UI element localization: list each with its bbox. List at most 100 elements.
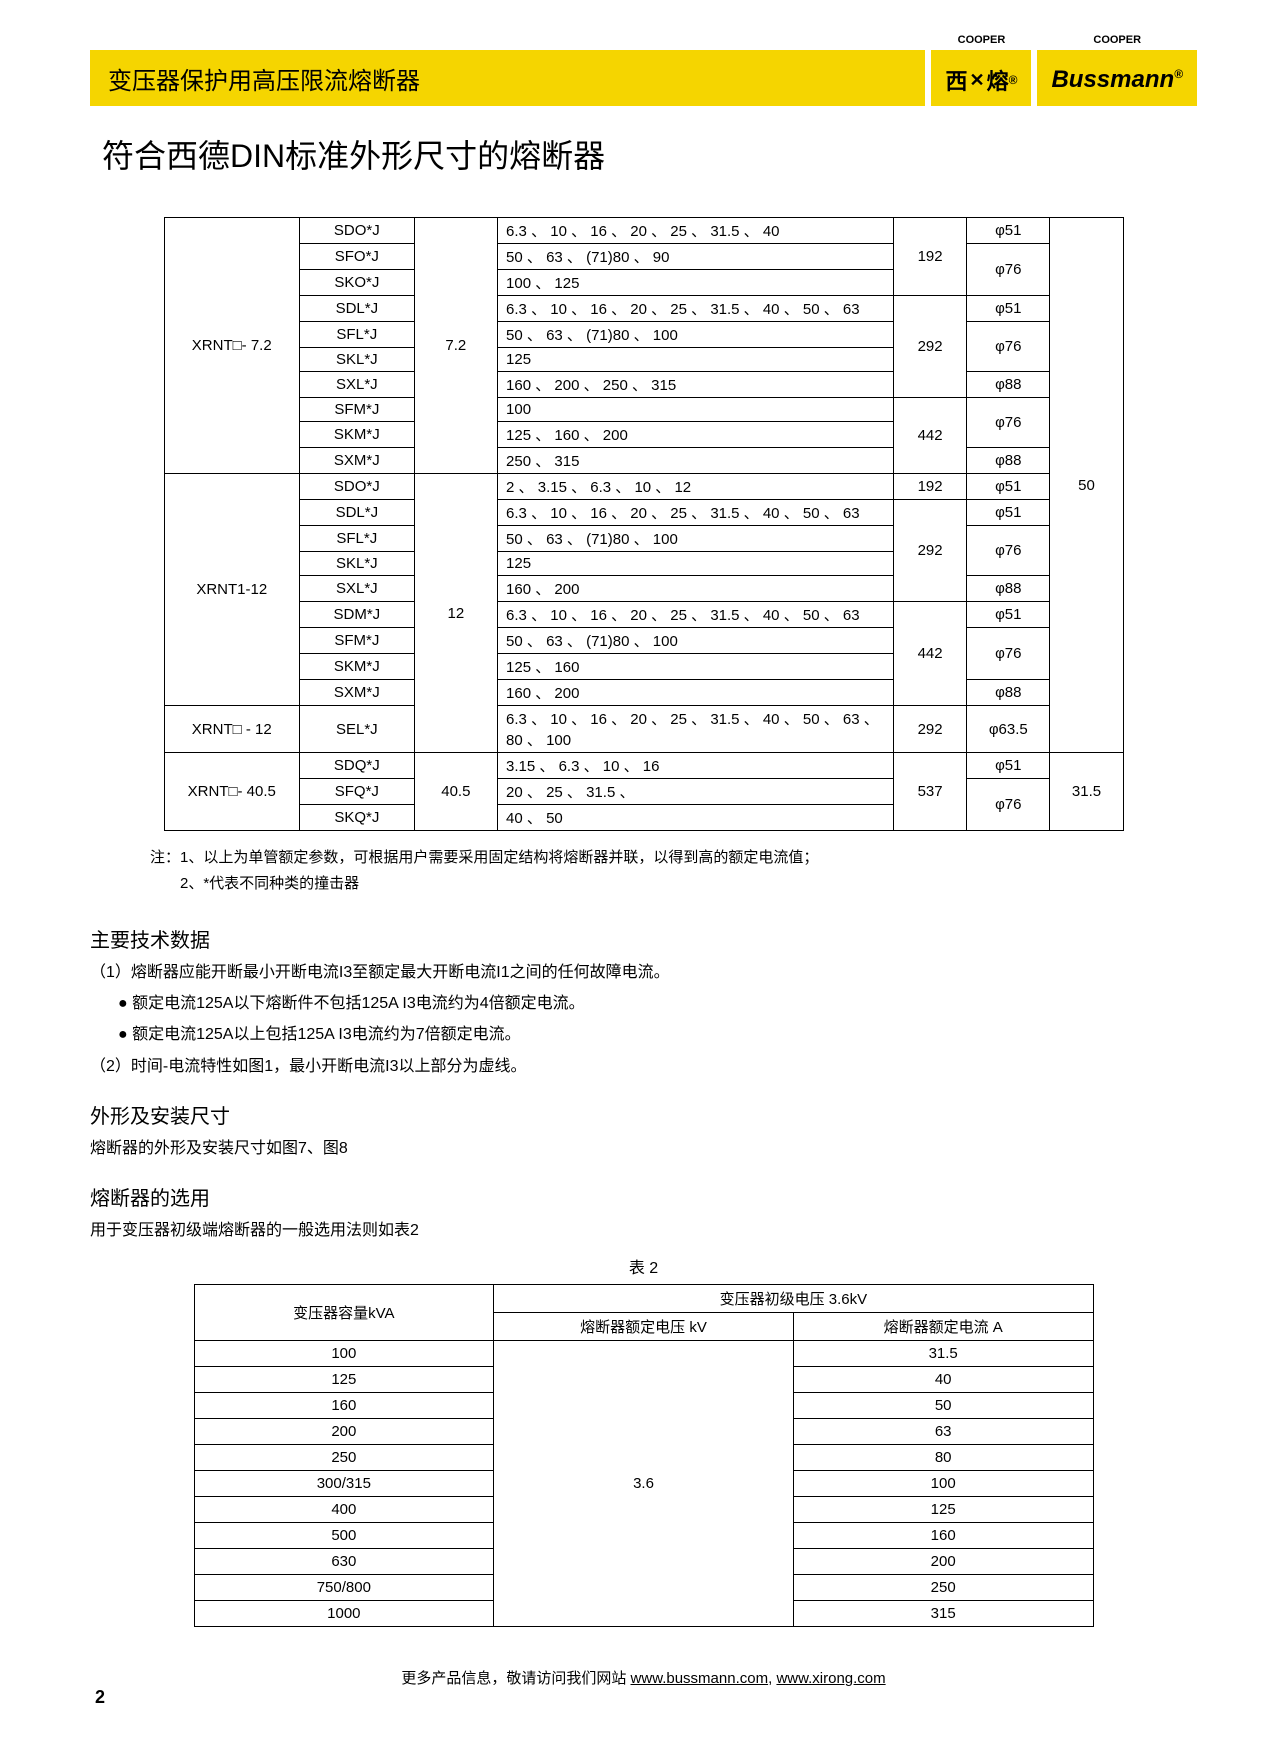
notes-block: 注：1、以上为单管额定参数，可根据用户需要采用固定结构将熔断器并联，以得到高的额… [150, 845, 1197, 896]
last-col-cell: 50 [1050, 218, 1123, 753]
code-cell: SDM*J [300, 602, 415, 628]
values-cell: 125 、 160 [498, 654, 894, 680]
diameter-cell: φ51 [967, 500, 1050, 526]
table-row: SFM*J50 、 63 、 (71)80 、 100φ76 [164, 628, 1123, 654]
code-cell: SDL*J [300, 296, 415, 322]
code-cell: SDL*J [300, 500, 415, 526]
diameter-cell: φ88 [967, 680, 1050, 706]
xr-icon: ✕ [970, 70, 985, 91]
t2-current-cell: 63 [793, 1419, 1093, 1445]
table-row: SXM*J250 、 315φ88 [164, 448, 1123, 474]
code-cell: SEL*J [300, 706, 415, 753]
logo-xr-b: 熔 [987, 64, 1009, 96]
code-cell: SFM*J [300, 398, 415, 422]
tech-line-1: （1）熔断器应能开断最小开断电流I3至额定最大开断电流I1之间的任何故障电流。 [90, 959, 1197, 986]
tech-line-2: （2）时间-电流特性如图1，最小开断电流I3以上部分为虚线。 [90, 1053, 1197, 1080]
voltage-cell: 40.5 [414, 753, 497, 831]
values-cell: 125 [498, 552, 894, 576]
model-cell: XRNT1-12 [164, 474, 300, 706]
cooper-label-1: COOPER [958, 34, 1006, 46]
header-title: 变压器保护用高压限流熔断器 [90, 50, 925, 106]
length-cell: 292 [894, 500, 967, 602]
values-cell: 20 、 25 、 31.5 、 [498, 779, 894, 805]
t2-cap-cell: 630 [194, 1549, 494, 1575]
t2-cap-cell: 125 [194, 1367, 494, 1393]
header-bar: 变压器保护用高压限流熔断器 COOPER 西 ✕ 熔 ® COOPER Buss… [90, 50, 1197, 106]
table-row: SFO*J50 、 63 、 (71)80 、 90φ76 [164, 244, 1123, 270]
voltage-cell: 12 [414, 474, 497, 753]
code-cell: SFQ*J [300, 779, 415, 805]
t2-voltage-cell: 3.6 [494, 1341, 794, 1627]
code-cell: SXL*J [300, 576, 415, 602]
code-cell: SFM*J [300, 628, 415, 654]
tech-bullet-1: ● 额定电流125A以下熔断件不包括125A I3电流约为4倍额定电流。 [90, 990, 1197, 1017]
footer-link-bussmann[interactable]: www.bussmann.com [631, 1670, 769, 1687]
values-cell: 160 、 200 [498, 680, 894, 706]
diameter-cell: φ51 [967, 602, 1050, 628]
table-row: SXM*J160 、 200φ88 [164, 680, 1123, 706]
table-row: SDL*J6.3 、 10 、 16 、 20 、 25 、 31.5 、 40… [164, 296, 1123, 322]
section-select-title: 熔断器的选用 [90, 1182, 1197, 1211]
t2-current-cell: 250 [793, 1575, 1093, 1601]
table-row: SXL*J 160 、 200 、 250 、 315 φ88 [164, 372, 1123, 398]
t2-current-cell: 160 [793, 1523, 1093, 1549]
diameter-cell: φ76 [967, 526, 1050, 576]
values-cell: 50 、 63 、 (71)80 、 100 [498, 628, 894, 654]
dim-body: 熔断器的外形及安装尺寸如图7、图8 [90, 1135, 1197, 1162]
diameter-cell: φ88 [967, 372, 1050, 398]
model-cell: XRNT□- 7.2 [164, 218, 300, 474]
code-cell: SDO*J [300, 474, 415, 500]
values-cell: 250 、 315 [498, 448, 894, 474]
bussmann-text: Bussmann [1051, 66, 1174, 93]
code-cell: SKL*J [300, 348, 415, 372]
footer-text: 更多产品信息，敬请访问我们网站 [401, 1670, 630, 1687]
code-cell: SKQ*J [300, 805, 415, 831]
table-row: SDM*J6.3 、 10 、 16 、 20 、 25 、 31.5 、 40… [164, 602, 1123, 628]
logo-xirong: COOPER 西 ✕ 熔 ® [931, 50, 1031, 106]
table-row: SFL*J50 、 63 、 (71)80 、 100φ76 [164, 526, 1123, 552]
footer: 更多产品信息，敬请访问我们网站 www.bussmann.com, www.xi… [90, 1667, 1197, 1698]
t2-header-volt: 变压器初级电压 3.6kV [494, 1285, 1093, 1313]
table-row: SFL*J50 、 63 、 (71)80 、 100φ76 [164, 322, 1123, 348]
values-cell: 3.15 、 6.3 、 10 、 16 [498, 753, 894, 779]
table-row: SDL*J6.3 、 10 、 16 、 20 、 25 、 31.5 、 40… [164, 500, 1123, 526]
t2-current-cell: 315 [793, 1601, 1093, 1627]
values-cell: 100 [498, 398, 894, 422]
t2-cap-cell: 300/315 [194, 1471, 494, 1497]
values-cell: 160 、 200 、 250 、 315 [498, 372, 894, 398]
table-row: XRNT1-12SDO*J122 、 3.15 、 6.3 、 10 、 121… [164, 474, 1123, 500]
t2-cap-cell: 160 [194, 1393, 494, 1419]
t2-cap-cell: 200 [194, 1419, 494, 1445]
t2-cap-cell: 750/800 [194, 1575, 494, 1601]
length-cell: 537 [894, 753, 967, 831]
t2-current-cell: 125 [793, 1497, 1093, 1523]
table-row: SFM*J100442φ76 [164, 398, 1123, 422]
selection-table: 变压器容量kVA变压器初级电压 3.6kV熔断器额定电压 kV熔断器额定电流 A… [194, 1284, 1094, 1627]
length-cell: 292 [894, 706, 967, 753]
code-cell: SFL*J [300, 526, 415, 552]
values-cell: 40 、 50 [498, 805, 894, 831]
values-cell: 6.3 、 10 、 16 、 20 、 25 、 31.5 、 40 、 50… [498, 706, 894, 753]
table-row: SXL*J 160 、 200 φ88 [164, 576, 1123, 602]
length-cell: 442 [894, 602, 967, 706]
diameter-cell: φ51 [967, 296, 1050, 322]
values-cell: 125 [498, 348, 894, 372]
logo-xr-a: 西 [945, 64, 967, 96]
model-cell: XRNT□ - 12 [164, 706, 300, 753]
length-cell: 192 [894, 218, 967, 296]
t2-header-kv: 熔断器额定电压 kV [494, 1313, 794, 1341]
select-body: 用于变压器初级端熔断器的一般选用法则如表2 [90, 1217, 1197, 1244]
diameter-cell: φ63.5 [967, 706, 1050, 753]
diameter-cell: φ88 [967, 576, 1050, 602]
values-cell: 2 、 3.15 、 6.3 、 10 、 12 [498, 474, 894, 500]
section-dim-title: 外形及安装尺寸 [90, 1100, 1197, 1129]
voltage-cell: 7.2 [414, 218, 497, 474]
table-row: SFQ*J20 、 25 、 31.5 、φ76 [164, 779, 1123, 805]
code-cell: SXL*J [300, 372, 415, 398]
values-cell: 160 、 200 [498, 576, 894, 602]
values-cell: 100 、 125 [498, 270, 894, 296]
logo-bussmann: COOPER Bussmann® [1037, 50, 1197, 106]
t2-cap-cell: 250 [194, 1445, 494, 1471]
diameter-cell: φ76 [967, 322, 1050, 372]
footer-link-xirong[interactable]: www.xirong.com [776, 1670, 885, 1687]
